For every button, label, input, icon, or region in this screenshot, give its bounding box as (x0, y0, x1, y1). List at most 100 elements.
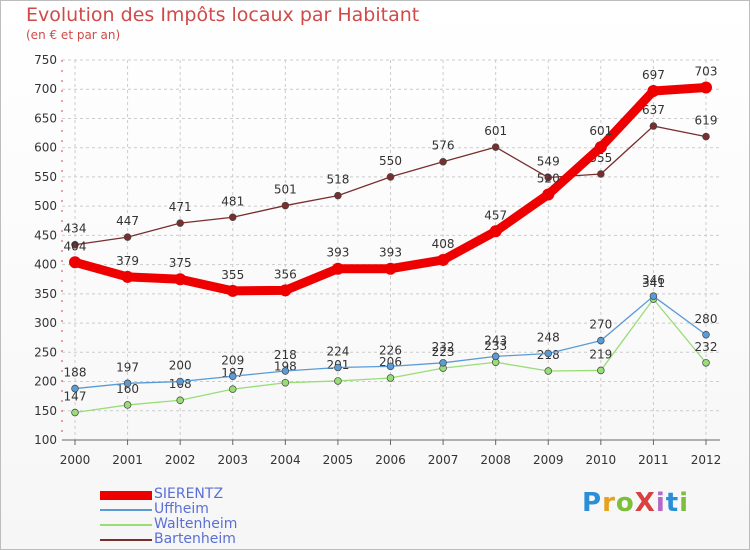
data-label-uffheim-2005: 224 (326, 345, 349, 359)
data-label-bartenheim-2005: 518 (326, 173, 349, 187)
y-tick-label-450: 450 (34, 228, 57, 242)
y-tick-label-350: 350 (34, 287, 57, 301)
x-tick-label-2007: 2007 (428, 453, 459, 467)
data-label-bartenheim-2003: 481 (221, 194, 244, 208)
point-uffheim-2008 (491, 352, 500, 361)
point-uffheim-2005 (334, 363, 342, 372)
point-waltenheim-2010 (597, 366, 605, 375)
point-bartenheim-2001 (123, 233, 132, 241)
point-waltenheim-2001 (123, 401, 132, 409)
series-line-bartenheim (74, 125, 707, 246)
point-waltenheim-2006 (386, 374, 395, 382)
data-label-sierentz-2003: 355 (221, 268, 244, 282)
data-label-waltenheim-2000: 147 (64, 390, 87, 404)
x-tick-label-2010: 2010 (586, 453, 617, 467)
y-tick-label-200: 200 (34, 375, 57, 389)
data-label-bartenheim-2001: 447 (116, 214, 139, 228)
point-bartenheim-2004 (281, 201, 290, 210)
x-tick-label-2005: 2005 (323, 453, 354, 467)
point-uffheim-2006 (386, 362, 395, 371)
data-label-uffheim-2000: 188 (64, 366, 87, 380)
data-label-bartenheim-2007: 576 (432, 139, 455, 153)
data-label-sierentz-2009: 520 (537, 171, 560, 185)
point-sierentz-2005 (331, 262, 344, 275)
data-label-sierentz-2012: 703 (695, 64, 718, 78)
x-tick-label-2009: 2009 (533, 453, 564, 467)
point-uffheim-2002 (176, 377, 184, 386)
x-tick-label-2001: 2001 (112, 453, 143, 467)
point-uffheim-2003 (229, 372, 237, 381)
point-waltenheim-2000 (71, 408, 79, 417)
data-label-sierentz-2008: 457 (484, 208, 507, 222)
point-bartenheim-2011 (649, 122, 658, 130)
point-uffheim-2001 (123, 379, 132, 388)
x-tick-label-2012: 2012 (691, 453, 722, 467)
data-label-uffheim-2001: 197 (116, 360, 139, 374)
legend-swatch-sierentz (100, 491, 152, 500)
data-label-sierentz-2011: 697 (642, 68, 665, 82)
point-bartenheim-2009 (544, 173, 552, 182)
legend-label-sierentz: SIERENTZ (154, 486, 224, 502)
point-sierentz-2006 (384, 262, 397, 275)
point-sierentz-2010 (594, 141, 607, 154)
data-label-uffheim-2003: 209 (221, 353, 244, 367)
data-label-bartenheim-2012: 619 (695, 114, 718, 128)
point-uffheim-2004 (281, 367, 290, 375)
point-uffheim-2007 (439, 359, 447, 367)
data-label-uffheim-2004: 218 (274, 348, 297, 362)
point-sierentz-2001 (121, 270, 134, 283)
data-label-sierentz-2010: 601 (589, 124, 612, 138)
data-label-uffheim-2012: 280 (695, 312, 718, 326)
data-label-uffheim-2011: 346 (642, 273, 665, 287)
y-tick-label-650: 650 (34, 111, 57, 125)
x-tick-label-2004: 2004 (270, 453, 301, 467)
data-label-uffheim-2002: 200 (169, 359, 192, 373)
legend-label-uffheim: Uffheim (154, 501, 209, 517)
point-bartenheim-2002 (176, 219, 184, 227)
y-tick-label-700: 700 (34, 82, 57, 96)
y-tick-label-150: 150 (34, 404, 57, 418)
data-label-sierentz-2006: 393 (379, 246, 402, 260)
point-waltenheim-2005 (334, 377, 342, 385)
data-label-sierentz-2001: 379 (116, 254, 139, 268)
y-tick-label-300: 300 (34, 316, 57, 330)
point-sierentz-2000 (69, 256, 81, 269)
point-sierentz-2002 (174, 273, 187, 286)
data-label-waltenheim-2011: 341 (642, 276, 665, 290)
x-tick-label-2011: 2011 (638, 453, 669, 467)
data-label-sierentz-2004: 356 (274, 267, 297, 281)
point-uffheim-2012 (702, 331, 710, 339)
data-label-bartenheim-2011: 637 (642, 103, 665, 117)
chart-subtitle: (en € et par an) (26, 28, 121, 42)
legend-label-waltenheim: Waltenheim (154, 516, 238, 532)
point-uffheim-2011 (649, 292, 658, 300)
y-tick-label-100: 100 (34, 433, 57, 447)
legend-swatch-bartenheim (100, 539, 152, 541)
data-label-waltenheim-2008: 233 (484, 339, 507, 353)
point-waltenheim-2002 (176, 396, 184, 404)
data-label-waltenheim-2012: 232 (695, 340, 718, 354)
point-bartenheim-2003 (229, 213, 237, 222)
data-label-sierentz-2007: 408 (432, 237, 455, 251)
data-label-uffheim-2006: 226 (379, 343, 402, 357)
data-label-bartenheim-2009: 549 (537, 155, 560, 169)
point-bartenheim-2007 (439, 157, 447, 166)
x-tick-label-2008: 2008 (480, 453, 511, 467)
point-sierentz-2011 (647, 84, 660, 97)
point-bartenheim-2012 (702, 132, 710, 141)
point-sierentz-2004 (279, 284, 292, 297)
point-uffheim-2010 (597, 336, 605, 345)
data-label-sierentz-2000: 404 (64, 239, 87, 253)
data-label-bartenheim-2002: 471 (169, 200, 192, 214)
point-sierentz-2009 (542, 188, 555, 201)
data-label-uffheim-2007: 232 (432, 340, 455, 354)
proxiti-logo: ProXiti (582, 488, 690, 518)
point-sierentz-2003 (226, 284, 239, 297)
data-label-uffheim-2010: 270 (589, 318, 612, 332)
legend-label-bartenheim: Bartenheim (154, 531, 236, 547)
data-label-bartenheim-2008: 601 (484, 124, 507, 138)
point-uffheim-2009 (544, 349, 552, 358)
point-waltenheim-2012 (702, 359, 710, 367)
data-label-sierentz-2002: 375 (169, 256, 192, 270)
data-label-bartenheim-2004: 501 (274, 183, 297, 197)
